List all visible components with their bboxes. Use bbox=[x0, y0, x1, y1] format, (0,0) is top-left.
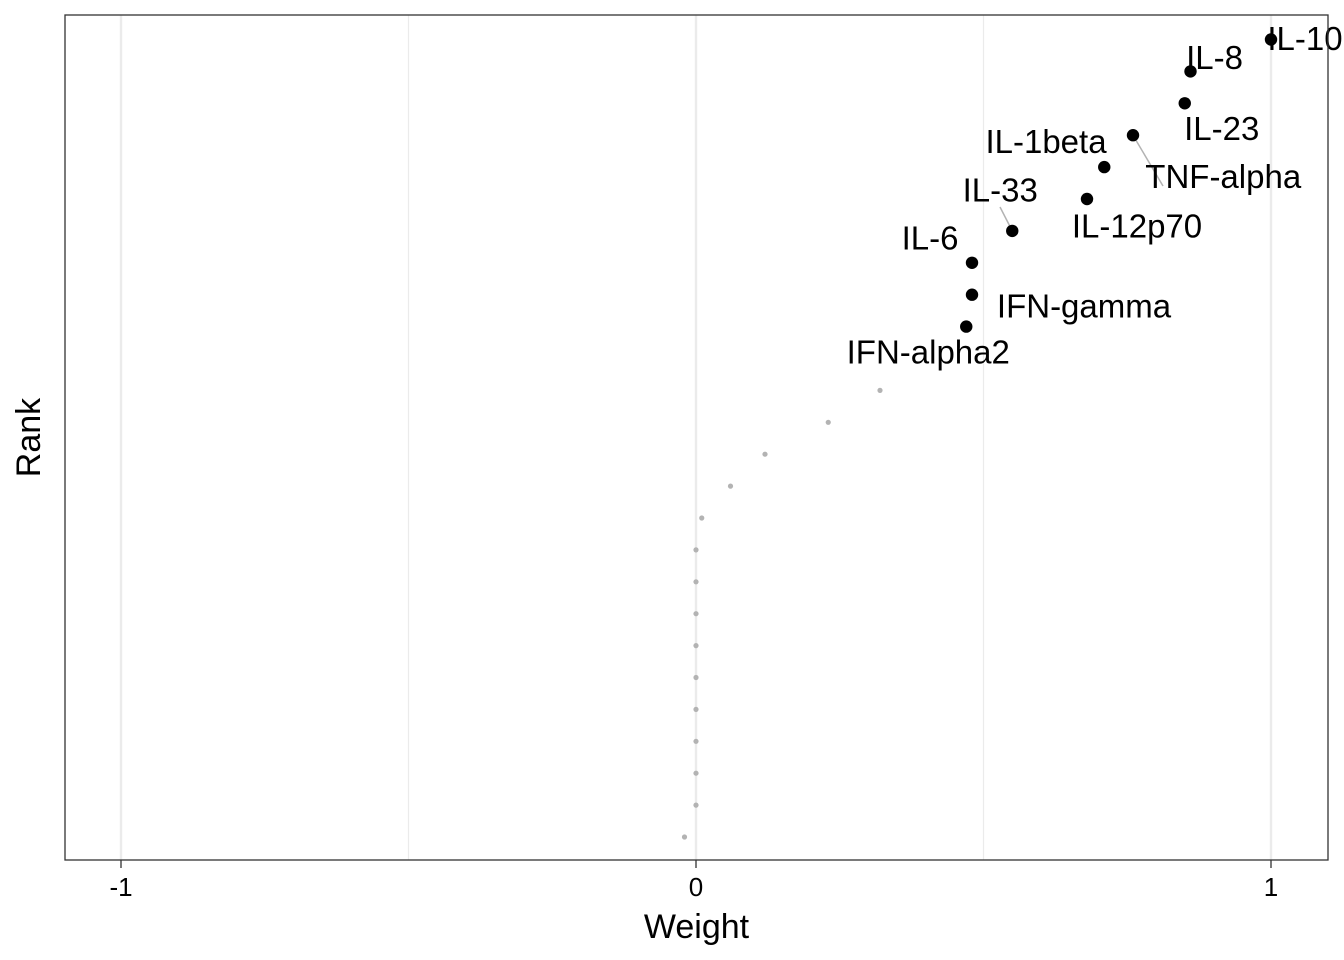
point-label: IL-23 bbox=[1184, 110, 1259, 147]
minor-point bbox=[681, 834, 688, 840]
minor-point bbox=[762, 451, 768, 457]
minor-point bbox=[727, 483, 734, 489]
minor-point bbox=[693, 579, 699, 585]
highlight-point bbox=[1098, 160, 1111, 174]
gridlines bbox=[119, 15, 1273, 860]
point-label: IL-1beta bbox=[985, 123, 1107, 160]
point-label: TNF-alpha bbox=[1145, 158, 1302, 195]
label-connector bbox=[1132, 134, 1164, 187]
minor-point bbox=[693, 738, 699, 744]
x-tick-label: 0 bbox=[689, 872, 703, 902]
minor-point bbox=[693, 706, 699, 713]
point-label: IFN-gamma bbox=[997, 287, 1172, 324]
point-label: IL-6 bbox=[902, 220, 959, 257]
point-labels: IL-10 IL-8 IL-23 IL-1beta TNF-alpha IL-12p70 I… bbox=[847, 20, 1343, 370]
minor-point bbox=[693, 770, 699, 776]
y-axis-title: Rank bbox=[10, 397, 48, 477]
highlight-point bbox=[1264, 33, 1278, 46]
x-axis-ticks: -1 0 1 bbox=[109, 860, 1278, 902]
point-label: IL-8 bbox=[1186, 39, 1243, 76]
minor-point bbox=[693, 802, 699, 808]
minor-point bbox=[877, 387, 883, 393]
minor-point bbox=[699, 515, 705, 521]
x-tick-label: 1 bbox=[1264, 872, 1278, 902]
minor-point bbox=[693, 643, 699, 649]
highlight-point bbox=[1184, 65, 1197, 78]
point-label: IL-10 bbox=[1267, 20, 1342, 57]
x-tick-label: -1 bbox=[109, 872, 132, 902]
highlight-point bbox=[1080, 192, 1094, 206]
highlight-point bbox=[1178, 97, 1191, 110]
data-points bbox=[681, 33, 1278, 840]
point-label: IL-12p70 bbox=[1072, 208, 1202, 245]
highlight-point bbox=[960, 320, 973, 333]
minor-point bbox=[693, 674, 699, 681]
highlight-point bbox=[965, 288, 979, 301]
x-axis-title: Weight bbox=[644, 908, 750, 946]
point-label: IL-33 bbox=[963, 172, 1038, 209]
highlight-point bbox=[1126, 129, 1140, 142]
minor-point bbox=[693, 611, 699, 617]
highlight-point bbox=[965, 256, 979, 269]
minor-point bbox=[693, 547, 699, 553]
point-label: IFN-alpha2 bbox=[847, 333, 1010, 370]
highlight-point bbox=[1006, 224, 1019, 238]
minor-point bbox=[825, 419, 831, 425]
